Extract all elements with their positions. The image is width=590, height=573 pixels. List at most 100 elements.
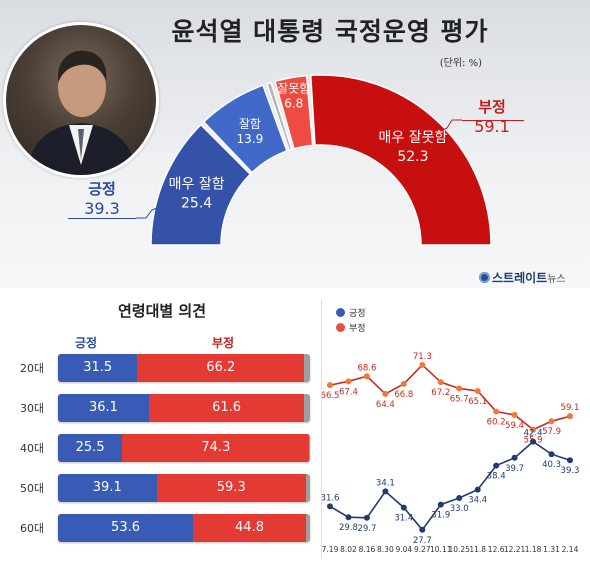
- donut-segment-value-3: 6.8: [284, 96, 303, 110]
- brand-name: 스트레이트: [492, 271, 548, 285]
- brand-logo-icon: [479, 272, 490, 283]
- negative-value-label: 66.5: [322, 391, 339, 401]
- negative-value-label: 65.7: [450, 394, 469, 404]
- unit-label: (단위: %): [439, 58, 482, 69]
- donut-segment-value-4: 52.3: [397, 149, 428, 165]
- negative-value-label: 68.6: [357, 363, 376, 373]
- x-tick-label: 8.02: [340, 545, 357, 554]
- positive-value-label: 31.6: [322, 493, 339, 503]
- positive-total-label: 긍정: [88, 180, 116, 198]
- x-tick-label: 12.6: [488, 545, 505, 554]
- negative-line: [329, 363, 571, 431]
- positive-point: [437, 501, 444, 508]
- x-tick-label: 9.27: [414, 545, 431, 554]
- age-positive-header: 긍정: [75, 336, 98, 350]
- age-bar-negative: 44.8: [193, 514, 306, 542]
- negative-point: [437, 379, 444, 386]
- negative-value-label: 65.1: [468, 397, 487, 407]
- age-row: 20대 31.5 66.2: [20, 354, 312, 382]
- negative-point: [327, 382, 333, 389]
- donut-segment-3: [274, 74, 314, 150]
- donut-segment-label-1: 잘함: [239, 117, 261, 131]
- positive-point: [382, 488, 389, 495]
- x-tick-label: 8.16: [359, 545, 376, 554]
- positive-point: [511, 454, 518, 461]
- positive-point: [456, 495, 463, 501]
- positive-point: [345, 514, 352, 521]
- positive-value-label: 31.9: [431, 511, 450, 521]
- positive-value-label: 34.4: [468, 496, 487, 506]
- x-tick-label: 10.25: [448, 545, 470, 554]
- negative-value-label: 57.9: [542, 427, 561, 437]
- donut-segment-0: [150, 123, 252, 246]
- negative-value-label: 66.8: [394, 390, 413, 400]
- age-label: 50대: [20, 482, 45, 495]
- positive-value-label: 27.7: [413, 536, 432, 546]
- positive-value-label: 39.3: [561, 466, 580, 476]
- positive-total-value: 39.3: [84, 199, 120, 218]
- negative-value-label: 60.2: [487, 418, 506, 428]
- donut-segment-2: [265, 81, 293, 152]
- positive-value-label: 33.0: [450, 504, 469, 514]
- x-tick-label: 7.19: [322, 545, 339, 554]
- age-row: 60대 53.6 44.8: [20, 514, 312, 542]
- positive-leader-line: [136, 207, 158, 219]
- positive-point: [530, 438, 537, 445]
- negative-point: [456, 385, 463, 392]
- positive-point: [474, 486, 481, 493]
- age-bar: 25.5 74.3: [58, 434, 310, 462]
- negative-point: [400, 380, 407, 387]
- age-label: 30대: [20, 402, 45, 415]
- negative-total-underline: [462, 120, 524, 121]
- positive-value-label: 29.8: [339, 523, 358, 533]
- positive-line: [329, 440, 571, 532]
- x-tick-label: 11.8: [469, 545, 486, 554]
- negative-point: [345, 378, 352, 385]
- person-portrait-icon: [3, 22, 159, 178]
- x-tick-label: 9.04: [395, 545, 412, 554]
- trend-line-chart: 66.5 67.4 68.6 64.466.8 71.3 67.265.7 65.1 60.2…: [322, 352, 580, 554]
- positive-point: [548, 451, 555, 458]
- donut-segment-value-1: 13.9: [237, 132, 264, 146]
- age-bar-negative: 66.2: [137, 354, 305, 382]
- positive-point: [493, 462, 500, 469]
- donut-segment-label-0: 매우 잘함: [169, 177, 225, 193]
- positive-value-label: 42.4: [524, 429, 543, 439]
- age-row: 50대 39.1 59.3: [20, 474, 312, 502]
- age-bar-positive: 25.5: [58, 434, 123, 462]
- page-title: 윤석열 대통령 국정운영 평가: [171, 17, 489, 46]
- legend-positive: 긍정: [336, 306, 366, 319]
- brand-suffix: 뉴스: [547, 274, 566, 285]
- positive-total: 긍정 39.3: [62, 178, 142, 218]
- positive-point: [567, 457, 573, 464]
- negative-leader-line: [439, 119, 462, 132]
- legend-negative-swatch: [336, 323, 345, 332]
- age-bar-positive: 36.1: [58, 394, 149, 422]
- negative-value-label: 71.3: [413, 352, 432, 362]
- x-tick-label: 10.11: [430, 545, 452, 554]
- donut-segment-value-0: 25.4: [181, 196, 212, 212]
- negative-total-label: 부정: [478, 98, 506, 116]
- positive-value-label: 31.4: [394, 514, 413, 524]
- x-tick-label: 8.30: [377, 545, 394, 554]
- donut-segment-label-3: 잘못함: [277, 81, 310, 95]
- age-label: 40대: [20, 442, 45, 455]
- negative-value-label: 67.4: [339, 387, 358, 397]
- age-bar-negative: 61.6: [148, 394, 305, 422]
- age-label: 60대: [20, 522, 45, 535]
- negative-value-label: 67.2: [431, 388, 450, 398]
- positive-point: [400, 504, 407, 511]
- positive-value-label: 40.3: [542, 460, 561, 470]
- negative-point: [382, 390, 389, 397]
- positive-value-label: 29.7: [357, 524, 376, 534]
- age-bar-positive: 39.1: [58, 474, 157, 502]
- age-row: 30대 36.1 61.6: [20, 394, 312, 422]
- negative-point: [530, 426, 537, 433]
- positive-value-label: 34.1: [376, 478, 395, 488]
- x-tick-label: 12.21: [504, 545, 526, 554]
- age-label: 20대: [20, 362, 45, 375]
- positive-point: [363, 514, 370, 521]
- negative-total-value: 59.1: [474, 117, 510, 136]
- legend-negative-label: 부정: [349, 324, 366, 334]
- donut-segment-1: [202, 84, 288, 174]
